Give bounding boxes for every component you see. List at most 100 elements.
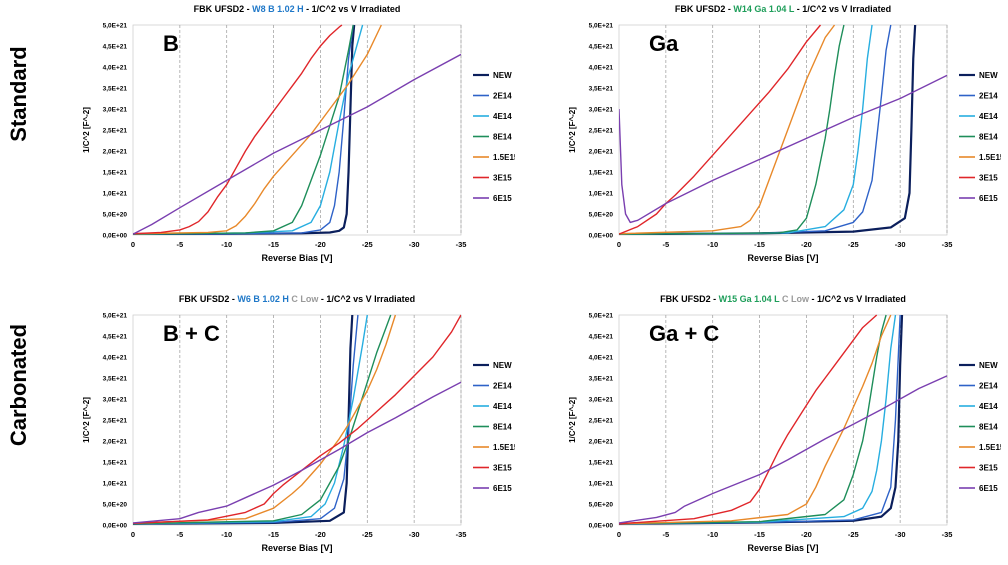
y-tick-label: 0,0E+00 [103, 523, 128, 530]
y-tick-label: 3,0E+21 [103, 397, 128, 404]
series-line-6E15 [133, 381, 461, 524]
panel-label: Ga [649, 31, 679, 56]
chart-title-segment: W15 Ga 1.04 L [719, 294, 781, 304]
x-tick-label: -5 [663, 530, 670, 539]
series-line-2E14 [133, 314, 359, 525]
legend-label: 3E15 [493, 174, 512, 183]
x-tick-label: -10 [221, 240, 232, 249]
legend-label: 4E14 [493, 402, 512, 411]
chart-0: FBK UFSD2 - W8 B 1.02 H - 1/C^2 vs V Irr… [82, 4, 515, 263]
y-axis-label: 1/C^2 [F^-2] [568, 107, 577, 153]
y-tick-label: 4,0E+21 [589, 65, 614, 72]
y-tick-label: 0,0E+00 [103, 233, 128, 240]
legend-label: 2E14 [493, 92, 512, 101]
series-line-8E14 [619, 24, 845, 235]
x-tick-label: -25 [848, 240, 859, 249]
series-line-8E14 [619, 314, 887, 525]
legend-label: 6E15 [493, 194, 512, 203]
legend-label: 3E15 [979, 464, 998, 473]
chart-title: FBK UFSD2 - W6 B 1.02 H C Low - 1/C^2 vs… [179, 294, 415, 304]
chart-title-segment: FBK UFSD2 - [194, 4, 253, 14]
y-tick-label: 2,0E+21 [103, 439, 128, 446]
y-tick-label: 1,5E+21 [103, 170, 128, 177]
chart-title-segment: FBK UFSD2 - [660, 294, 719, 304]
series-line-8E14 [133, 24, 354, 235]
legend-label: 3E15 [493, 464, 512, 473]
y-tick-label: 5,0E+20 [103, 502, 128, 509]
y-tick-label: 5,0E+20 [589, 212, 614, 219]
chart-title-segment: W14 Ga 1.04 L [733, 4, 795, 14]
y-tick-label: 3,5E+21 [103, 376, 128, 383]
y-tick-label: 3,5E+21 [103, 86, 128, 93]
series-line-NEW [619, 314, 904, 525]
x-tick-label: 0 [617, 240, 621, 249]
y-tick-label: 5,0E+20 [103, 212, 128, 219]
y-tick-label: 3,5E+21 [589, 86, 614, 93]
y-tick-label: 1,5E+21 [589, 170, 614, 177]
y-tick-label: 5,0E+21 [589, 23, 614, 30]
y-tick-label: 1,5E+21 [103, 460, 128, 467]
chart-title-segment: - 1/C^2 vs V Irradiated [794, 4, 891, 14]
series-line-6E15 [619, 74, 947, 224]
legend-label: 8E14 [979, 133, 998, 142]
y-tick-label: 4,5E+21 [589, 44, 614, 51]
legend-label: 4E14 [979, 402, 998, 411]
x-tick-label: -35 [942, 530, 953, 539]
x-tick-label: 0 [617, 530, 621, 539]
x-tick-label: -30 [409, 530, 420, 539]
legend-label: NEW [493, 361, 512, 370]
y-tick-label: 3,0E+21 [103, 107, 128, 114]
x-tick-label: 0 [131, 240, 135, 249]
y-tick-label: 1,0E+21 [589, 481, 614, 488]
series-line-3E15 [133, 314, 461, 525]
y-tick-label: 4,5E+21 [103, 334, 128, 341]
x-tick-label: -30 [895, 240, 906, 249]
legend-label: 3E15 [979, 174, 998, 183]
legend-label: 4E14 [979, 112, 998, 121]
series-line-4E14 [619, 314, 897, 525]
chart-title-segment: FBK UFSD2 - [179, 294, 238, 304]
x-tick-label: -5 [177, 240, 184, 249]
x-tick-label: -15 [754, 240, 765, 249]
series-line-1.5E15 [619, 24, 836, 235]
legend-label: 6E15 [979, 194, 998, 203]
series-line-3E15 [619, 314, 878, 525]
series-line-3E15 [133, 24, 343, 235]
x-tick-label: -35 [456, 530, 467, 539]
series-line-6E15 [619, 375, 947, 524]
chart-title: FBK UFSD2 - W15 Ga 1.04 L C Low - 1/C^2 … [660, 294, 906, 304]
x-tick-label: -30 [409, 240, 420, 249]
chart-title-segment: - 1/C^2 vs V Irradiated [318, 294, 415, 304]
x-tick-label: -30 [895, 530, 906, 539]
series-line-1.5E15 [133, 314, 397, 525]
legend-label: 2E14 [979, 92, 998, 101]
legend-label: NEW [979, 71, 998, 80]
x-tick-label: -5 [177, 530, 184, 539]
plot-area [132, 314, 462, 526]
series-line-8E14 [133, 314, 392, 525]
series-line-NEW [133, 314, 354, 525]
x-tick-label: 0 [131, 530, 135, 539]
y-tick-label: 2,0E+21 [589, 149, 614, 156]
chart-title-segment: FBK UFSD2 - [675, 4, 734, 14]
series-line-4E14 [133, 314, 368, 525]
chart-title-segment: C Low [289, 294, 319, 304]
y-tick-label: 1,0E+21 [589, 191, 614, 198]
y-tick-label: 2,5E+21 [589, 128, 614, 135]
series-line-NEW [619, 24, 917, 235]
x-axis-label: Reverse Bias [V] [747, 543, 818, 553]
legend-label: 1.5E15 [493, 443, 515, 452]
y-tick-label: 5,0E+21 [103, 23, 128, 30]
x-tick-label: -15 [268, 530, 279, 539]
x-tick-label: -25 [362, 530, 373, 539]
legend-label: 1.5E15 [979, 443, 1001, 452]
x-tick-label: -20 [315, 530, 326, 539]
chart-3: FBK UFSD2 - W15 Ga 1.04 L C Low - 1/C^2 … [568, 294, 1001, 553]
x-tick-label: -5 [663, 240, 670, 249]
row-label-standard: Standard [6, 46, 31, 142]
y-tick-label: 4,5E+21 [103, 44, 128, 51]
chart-title-segment: W8 B 1.02 H [252, 4, 304, 14]
legend-label: 8E14 [979, 423, 998, 432]
panel-label: B + C [163, 321, 220, 346]
